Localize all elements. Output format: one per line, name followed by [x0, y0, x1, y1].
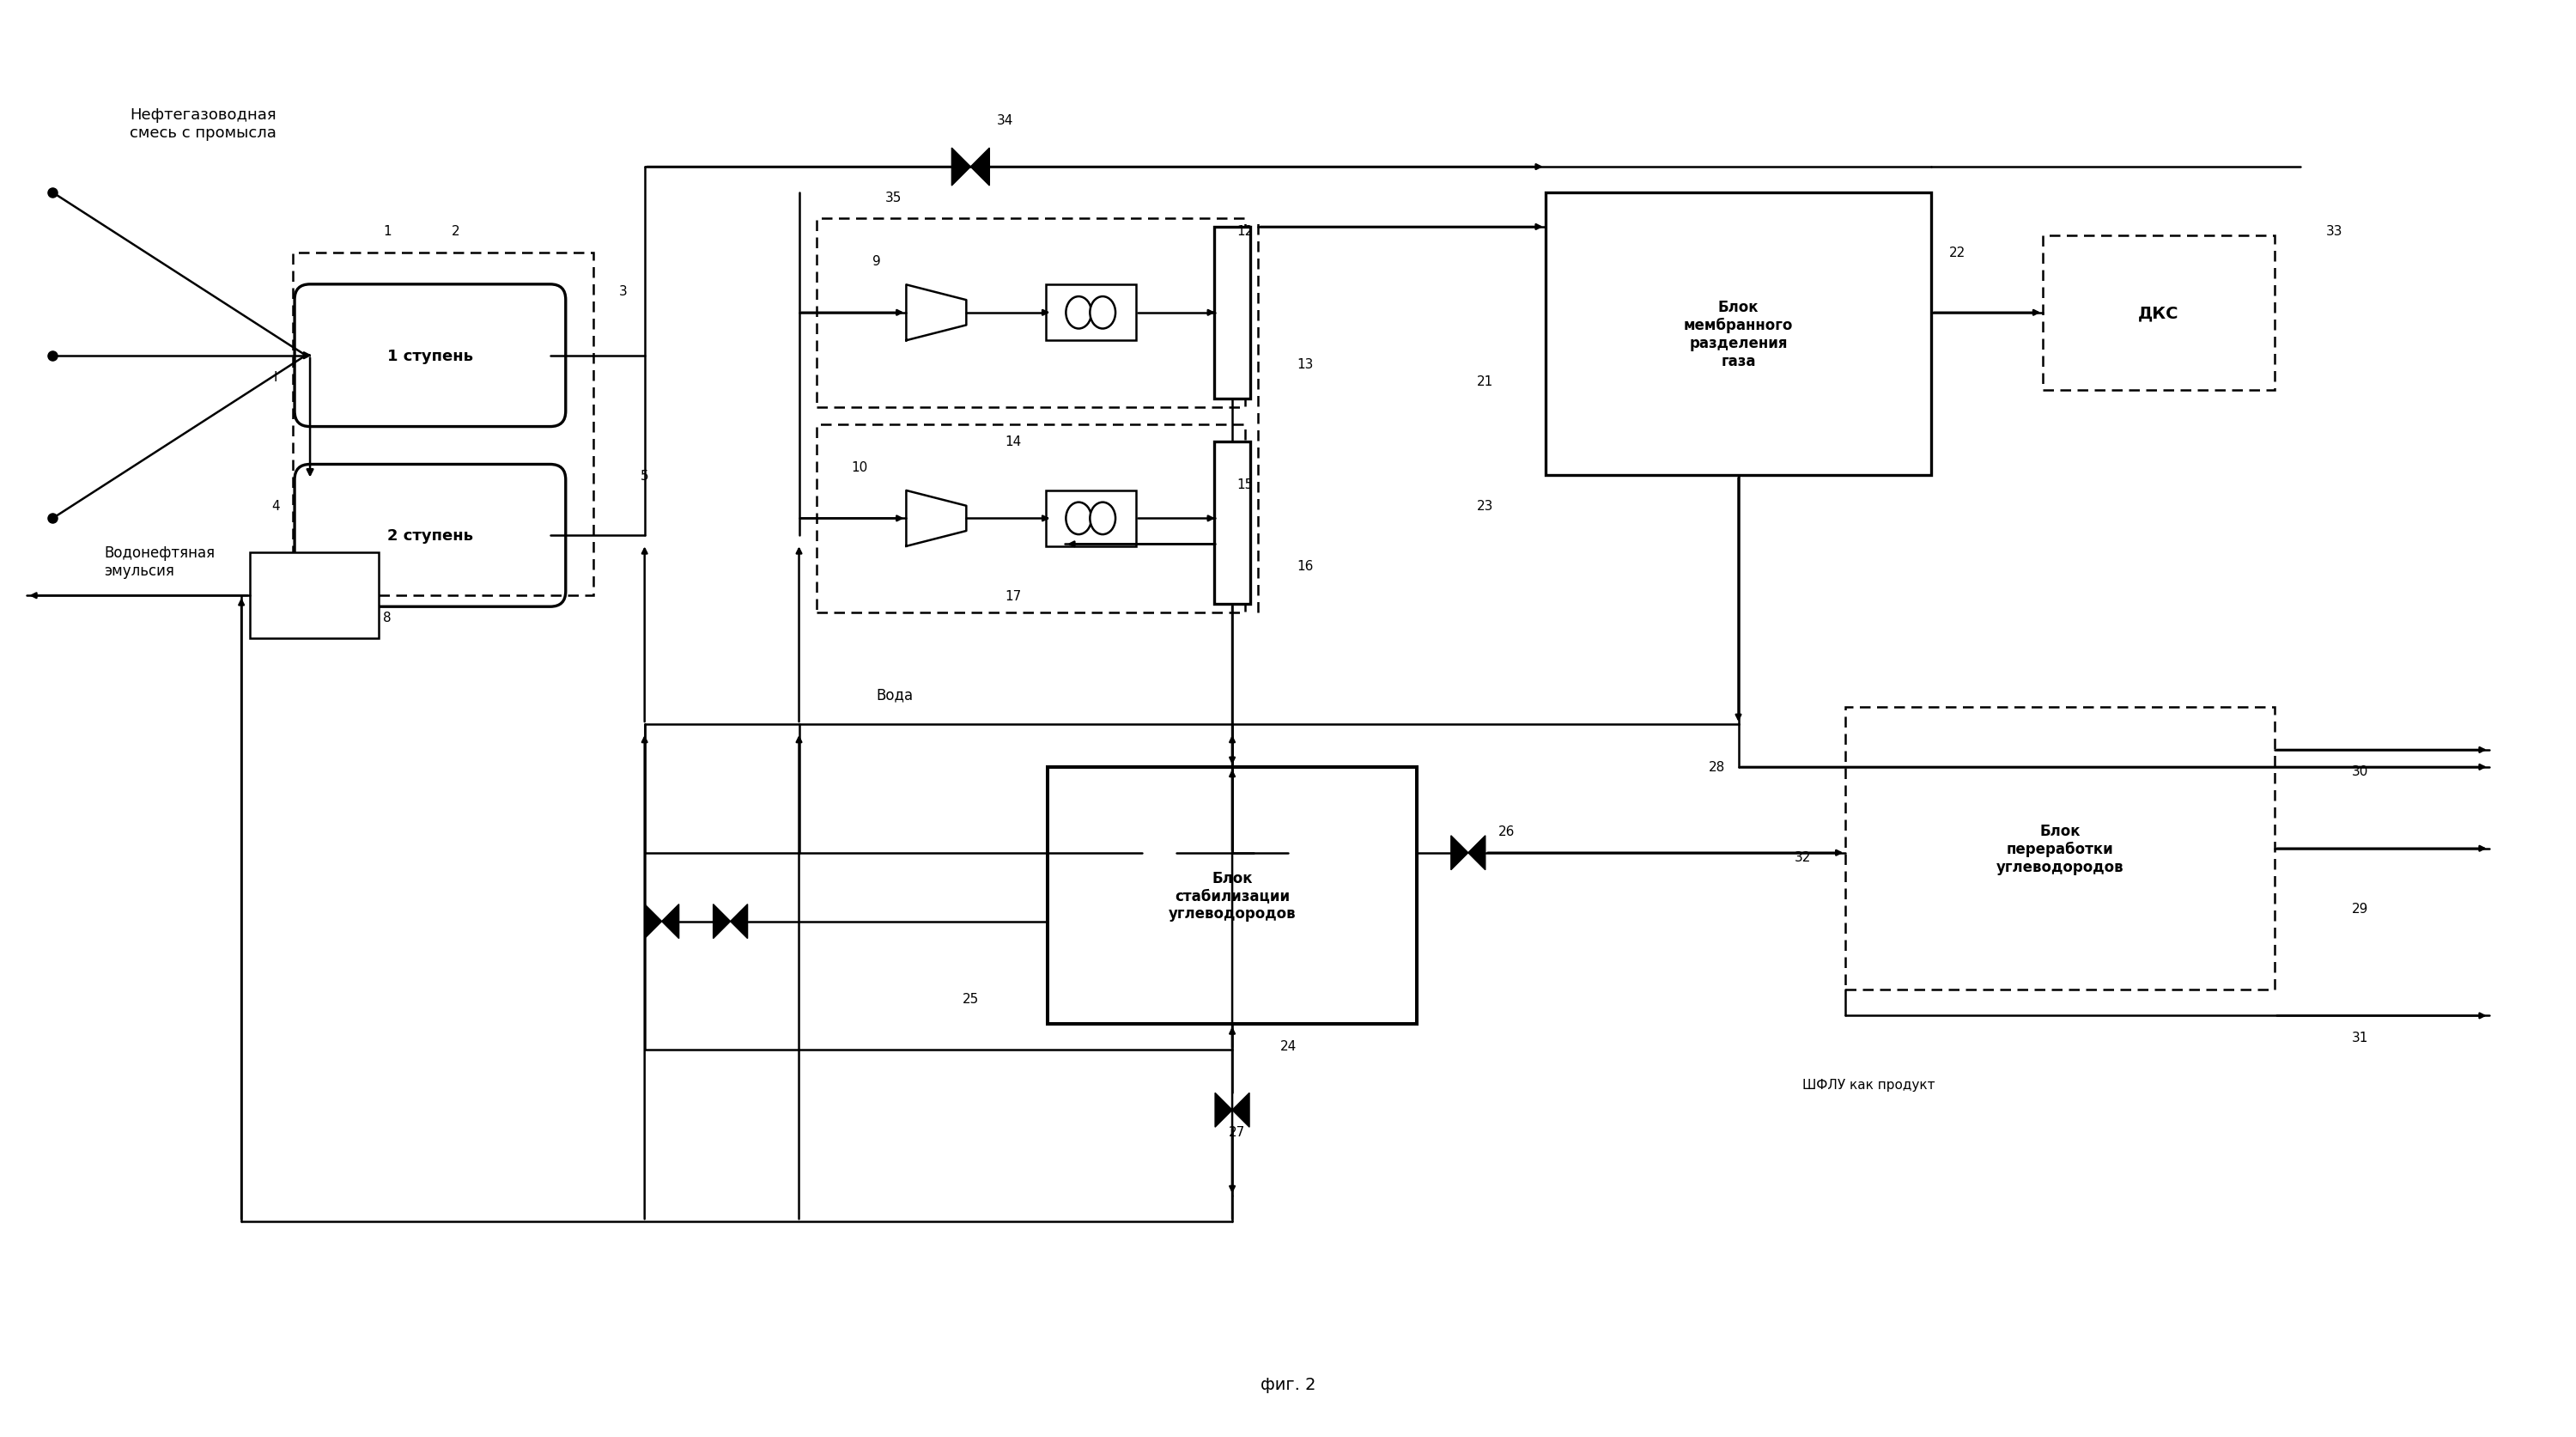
Bar — [817, 424, 1244, 614]
Text: Вода: Вода — [876, 687, 914, 703]
Polygon shape — [1216, 1094, 1231, 1127]
Text: 34: 34 — [997, 114, 1012, 126]
Text: Водонефтяная
эмульсия: Водонефтяная эмульсия — [103, 545, 214, 578]
FancyBboxPatch shape — [294, 464, 567, 606]
Polygon shape — [907, 491, 966, 546]
Bar — [1844, 707, 2275, 990]
Bar — [2043, 236, 2275, 391]
Text: 10: 10 — [850, 461, 868, 474]
Text: 8: 8 — [384, 611, 392, 624]
Text: 3: 3 — [618, 286, 629, 297]
Text: 13: 13 — [1296, 358, 1314, 371]
Text: ДКС: ДКС — [2138, 305, 2179, 322]
Bar — [1046, 491, 1136, 546]
Polygon shape — [971, 148, 989, 187]
Text: 25: 25 — [963, 993, 979, 1004]
Polygon shape — [951, 148, 971, 187]
Text: 30: 30 — [2352, 764, 2370, 777]
Bar — [1213, 441, 1249, 605]
Polygon shape — [1141, 836, 1159, 871]
Bar — [817, 218, 1244, 408]
Text: 24: 24 — [1280, 1039, 1296, 1052]
Text: 2 ступень: 2 ступень — [386, 529, 474, 543]
Text: 35: 35 — [886, 191, 902, 204]
Polygon shape — [1255, 836, 1270, 871]
Text: 26: 26 — [1499, 825, 1515, 838]
Text: Блок
мембранного
разделения
газа: Блок мембранного разделения газа — [1685, 300, 1793, 369]
Text: 17: 17 — [1005, 589, 1023, 602]
Polygon shape — [732, 904, 747, 938]
Text: 33: 33 — [2326, 226, 2344, 239]
Text: 23: 23 — [1476, 500, 1494, 513]
Text: 1: 1 — [384, 226, 392, 239]
Text: 22: 22 — [1950, 247, 1965, 260]
Text: 31: 31 — [2352, 1030, 2370, 1043]
Ellipse shape — [1090, 297, 1115, 329]
Bar — [1046, 286, 1136, 341]
Text: 21: 21 — [1476, 375, 1494, 388]
Polygon shape — [1159, 836, 1177, 871]
Text: фиг. 2: фиг. 2 — [1260, 1377, 1316, 1392]
Text: 32: 32 — [1795, 851, 1811, 864]
Text: Блок
стабилизации
углеводородов: Блок стабилизации углеводородов — [1170, 871, 1296, 921]
Ellipse shape — [1090, 503, 1115, 535]
FancyBboxPatch shape — [294, 285, 567, 427]
Text: Нефтегазоводная
смесь с промысла: Нефтегазоводная смесь с промысла — [129, 108, 276, 141]
Text: ШФЛУ как продукт: ШФЛУ как продукт — [1803, 1078, 1935, 1091]
Text: I: I — [273, 371, 278, 384]
Bar — [1213, 227, 1249, 399]
Polygon shape — [907, 286, 966, 341]
Text: 16: 16 — [1296, 559, 1314, 572]
Text: 4: 4 — [270, 500, 281, 513]
Text: 2: 2 — [451, 226, 461, 239]
Text: 29: 29 — [2352, 902, 2370, 915]
Ellipse shape — [1066, 503, 1092, 535]
Polygon shape — [662, 904, 680, 938]
Polygon shape — [1450, 836, 1468, 871]
Polygon shape — [644, 904, 662, 938]
Text: 5: 5 — [641, 470, 649, 483]
Polygon shape — [1468, 836, 1486, 871]
Bar — [294, 253, 592, 596]
Ellipse shape — [1066, 297, 1092, 329]
Text: 12: 12 — [1236, 226, 1255, 239]
Bar — [1546, 193, 1932, 476]
Text: 1 ступень: 1 ступень — [386, 348, 474, 364]
Polygon shape — [1270, 836, 1288, 871]
Text: 9: 9 — [873, 256, 881, 269]
Text: Блок
переработки
углеводородов: Блок переработки углеводородов — [1996, 823, 2123, 875]
Bar — [250, 553, 379, 639]
Polygon shape — [714, 904, 732, 938]
Text: 14: 14 — [1005, 435, 1023, 448]
Bar — [1048, 767, 1417, 1025]
Polygon shape — [1231, 1094, 1249, 1127]
Text: 27: 27 — [1229, 1125, 1244, 1138]
Text: 15: 15 — [1236, 479, 1255, 491]
Text: 28: 28 — [1708, 762, 1726, 773]
